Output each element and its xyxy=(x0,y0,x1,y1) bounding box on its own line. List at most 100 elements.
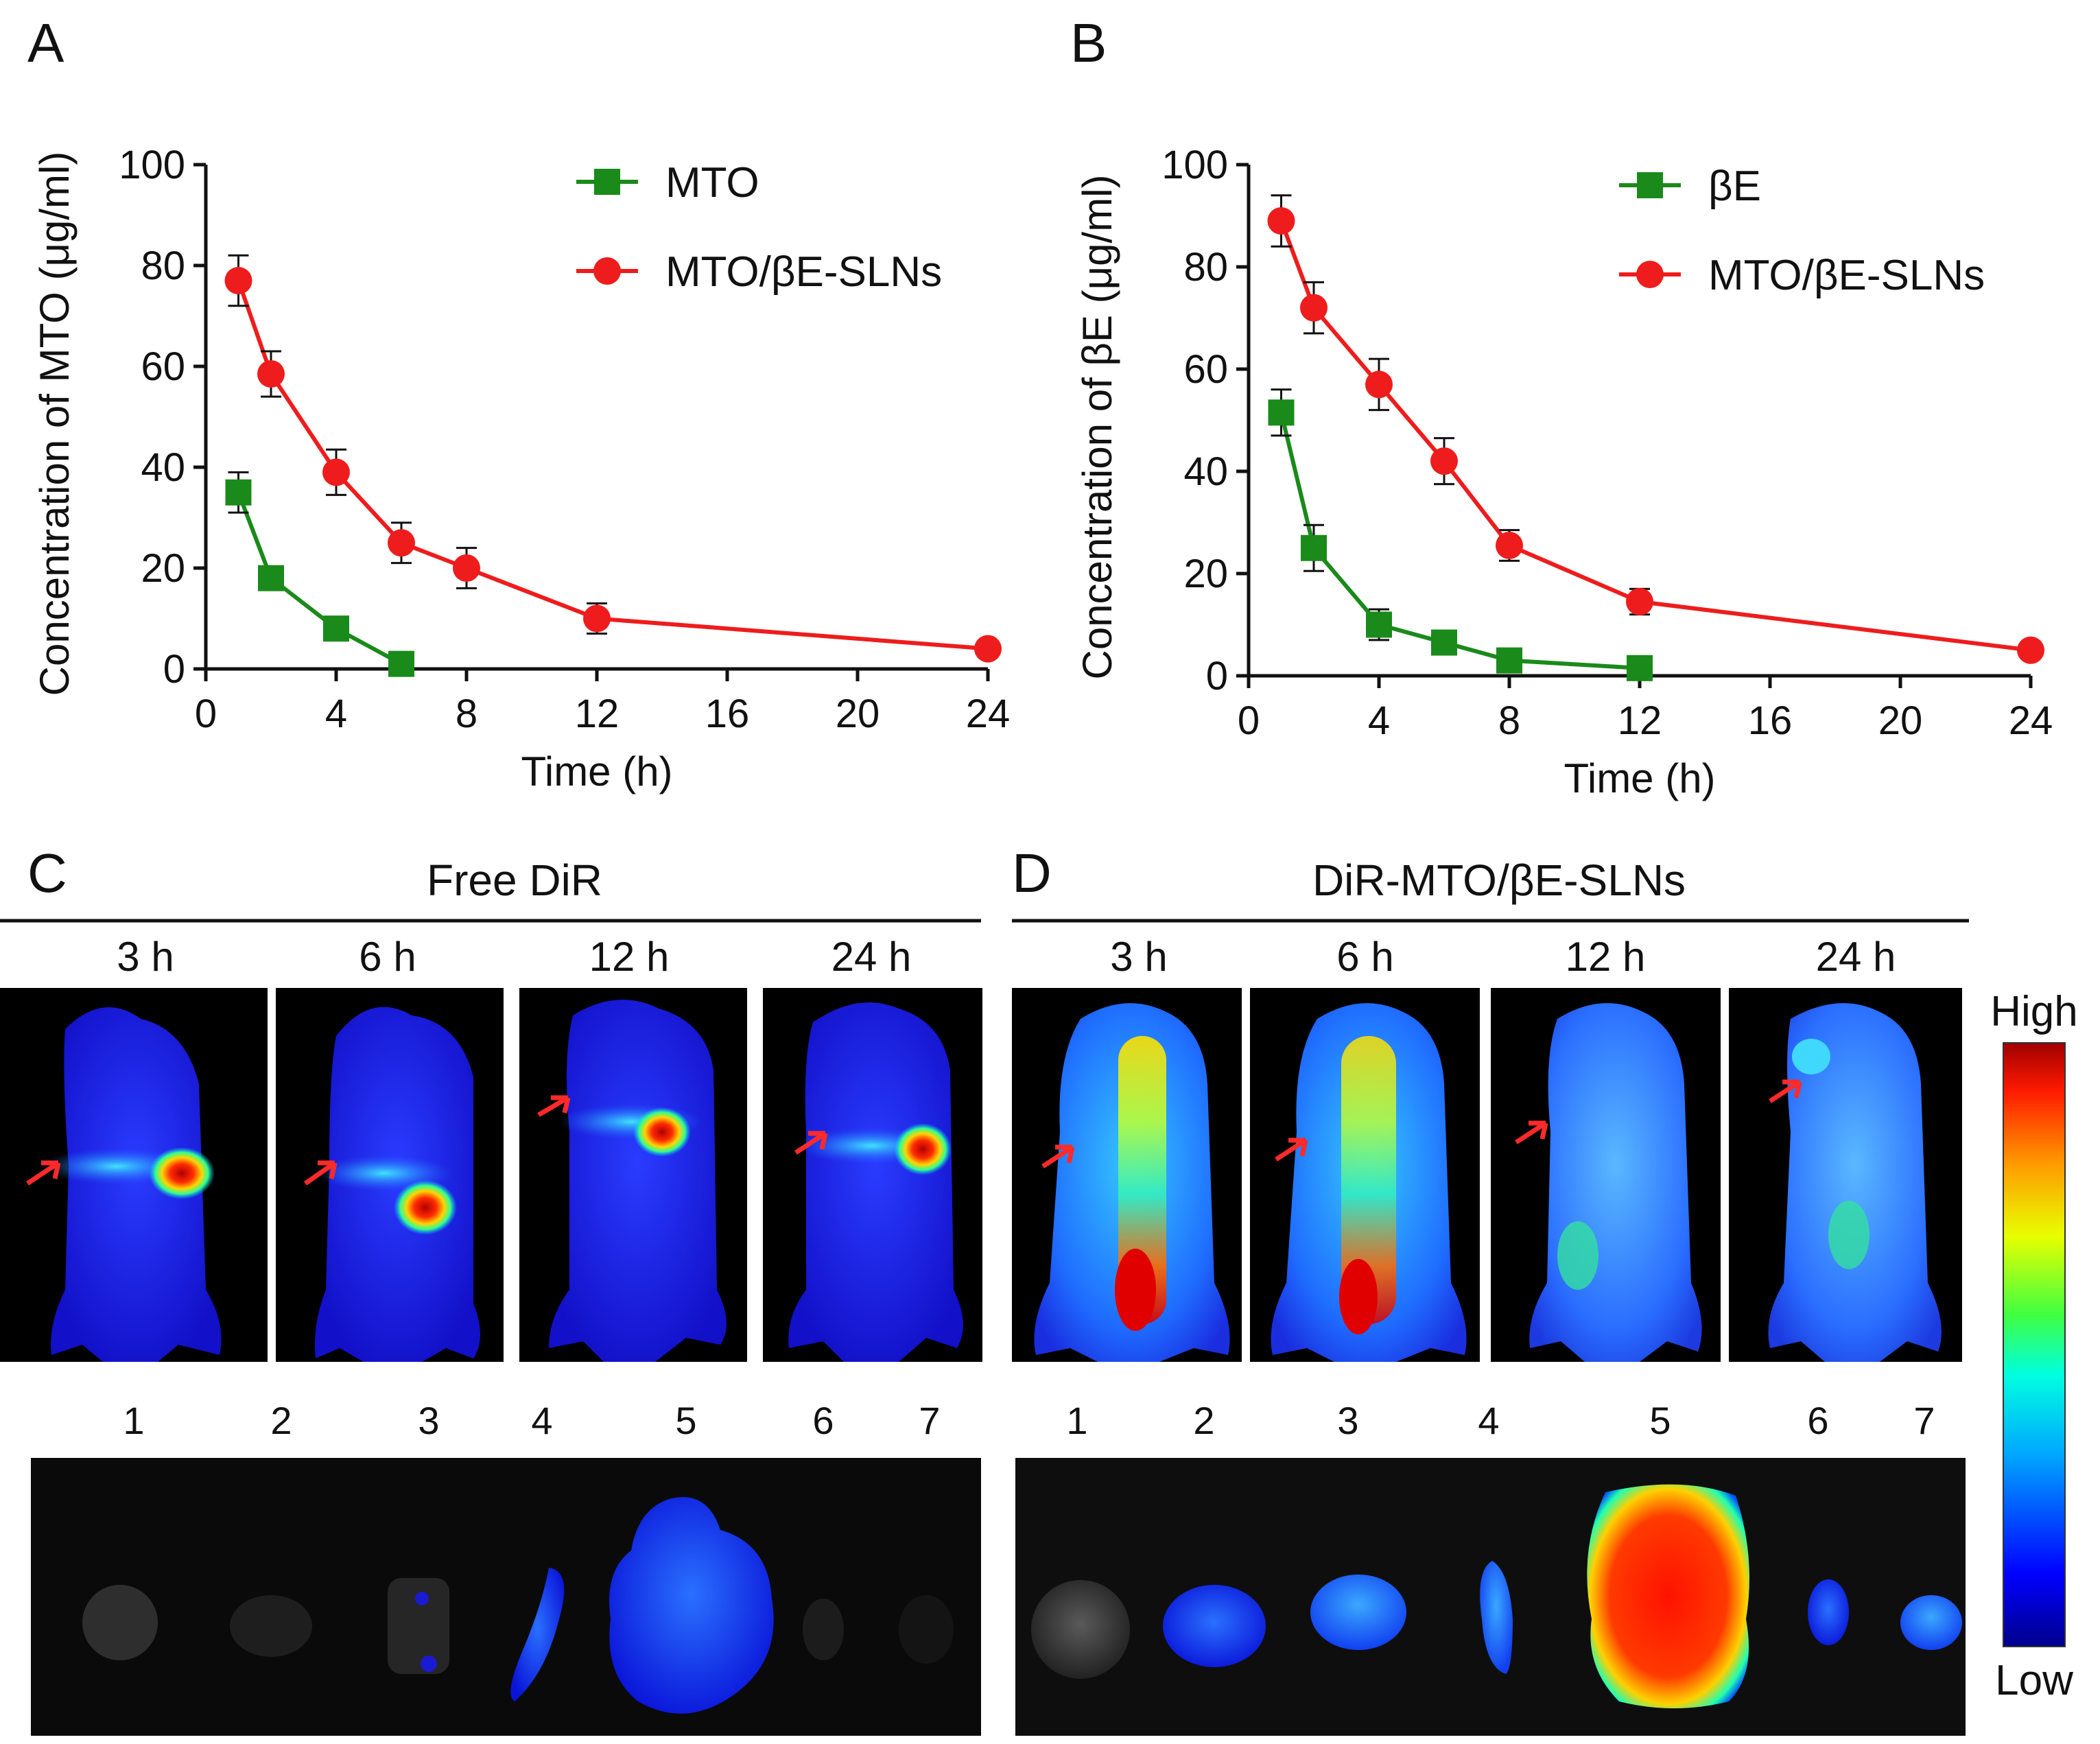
panel-d-time-labels: 3 h 6 h 12 h 24 h xyxy=(1110,934,1896,980)
data-point-square xyxy=(388,650,414,677)
time-label-3h: 3 h xyxy=(117,934,174,980)
colorbar: High Low xyxy=(1990,988,2078,1704)
y-tick-label: 100 xyxy=(119,143,185,187)
y-tick-label: 100 xyxy=(1161,143,1228,187)
data-point-circle xyxy=(224,267,252,295)
panel-label-d: D xyxy=(1012,842,1052,904)
chart-a: 0 20 40 60 80 100 0 4 8 12 16 20 24 Time (h) Concentra… xyxy=(32,143,1010,794)
x-axis-label: Time (h) xyxy=(1564,755,1715,801)
legend-label-0: βE xyxy=(1708,163,1761,210)
data-point-circle xyxy=(1267,207,1295,235)
x-tick-label: 4 xyxy=(325,692,347,736)
data-point-circle xyxy=(453,554,480,582)
legend-marker-circle xyxy=(593,257,621,285)
legend-label-0: MTO xyxy=(665,159,759,207)
data-point-circle xyxy=(1626,587,1653,615)
y-axis-label: Concentration of βE (μg/ml) xyxy=(1074,174,1120,679)
data-point-square xyxy=(1268,399,1295,426)
organ-label-d-3: 3 xyxy=(1337,1399,1358,1442)
organ-labels-c: 1 2 3 4 5 6 7 xyxy=(123,1399,940,1442)
data-point-square xyxy=(1301,534,1327,561)
y-tick-label: 80 xyxy=(141,244,185,288)
organ-label-d-5: 5 xyxy=(1649,1399,1671,1442)
x-tick-label: 0 xyxy=(1238,698,1260,743)
time-label-12h-d: 12 h xyxy=(1566,934,1646,980)
data-point-square xyxy=(1431,629,1457,656)
mouse-image-free-24h xyxy=(763,988,982,1362)
data-point-circle xyxy=(974,635,1002,663)
organ-label-6: 6 xyxy=(812,1399,834,1442)
panel-label-a: A xyxy=(27,12,64,73)
mouse-image-free-12h xyxy=(519,988,747,1362)
y-tick-label: 60 xyxy=(1183,347,1228,392)
data-point-square xyxy=(1496,647,1522,674)
organ-labels-d: 1 2 3 4 5 6 7 xyxy=(1066,1399,1935,1442)
x-tick-label: 24 xyxy=(966,692,1011,736)
y-tick-label: 80 xyxy=(1183,245,1228,290)
y-tick-label: 40 xyxy=(141,445,185,490)
data-point-circle xyxy=(257,360,285,388)
colorbar-high-label: High xyxy=(1990,988,2078,1035)
data-point-circle xyxy=(2017,636,2044,664)
legend-label-1: MTO/βE-SLNs xyxy=(665,248,942,296)
organ-label-d-4: 4 xyxy=(1478,1399,1499,1442)
panel-title-d: DiR-MTO/βE-SLNs xyxy=(1312,856,1686,905)
series-line-0 xyxy=(1279,412,1640,670)
chart-b: 0 20 40 60 80 100 0 4 8 12 16 20 24 Time (h) Concentra… xyxy=(1074,143,2053,801)
time-label-24h-d: 24 h xyxy=(1816,934,1896,980)
organ-image-slns xyxy=(1015,1458,1966,1736)
organ-label-d-7: 7 xyxy=(1913,1399,1935,1442)
time-label-3h-d: 3 h xyxy=(1110,934,1167,980)
organ-label-d-2: 2 xyxy=(1193,1399,1214,1442)
x-tick-label: 20 xyxy=(836,692,880,736)
x-tick-label: 24 xyxy=(2009,698,2053,743)
data-point-square xyxy=(1366,611,1392,638)
x-tick-label: 16 xyxy=(1748,698,1793,743)
organ-image-free xyxy=(31,1458,981,1736)
mouse-image-slns-3h xyxy=(1012,988,1242,1362)
series-line-0 xyxy=(236,491,403,666)
colorbar-gradient xyxy=(2003,1042,2066,1647)
organ-label-4: 4 xyxy=(531,1399,552,1442)
organ-label-d-6: 6 xyxy=(1807,1399,1828,1442)
x-tick-label: 8 xyxy=(456,692,477,736)
legend-label-1: MTO/βE-SLNs xyxy=(1708,252,1985,299)
mouse-image-free-3h xyxy=(0,988,268,1362)
data-point-square xyxy=(258,565,284,591)
series-line-1 xyxy=(236,280,989,651)
time-label-24h: 24 h xyxy=(831,934,912,980)
organ-label-5: 5 xyxy=(675,1399,696,1442)
x-tick-label: 12 xyxy=(1618,698,1662,743)
x-axis-label: Time (h) xyxy=(521,749,672,794)
time-label-6h-d: 6 h xyxy=(1336,934,1393,980)
panel-c-time-labels: 3 h 6 h 12 h 24 h xyxy=(117,934,911,980)
time-label-12h: 12 h xyxy=(589,934,670,980)
organ-label-3: 3 xyxy=(418,1399,439,1442)
y-tick-label: 20 xyxy=(1183,552,1228,596)
panel-title-c: Free DiR xyxy=(427,856,602,905)
x-tick-label: 12 xyxy=(575,692,620,736)
mouse-image-free-6h xyxy=(276,988,504,1362)
panel-b: B 0 20 40 60 80 100 0 4 8 12 16 20 24 Time (h) Concent… xyxy=(1070,12,2053,801)
data-point-square xyxy=(225,479,252,506)
y-tick-label: 20 xyxy=(141,546,185,591)
data-point-circle xyxy=(583,604,611,633)
organ-label-7: 7 xyxy=(919,1399,940,1442)
data-point-circle xyxy=(388,529,415,557)
mouse-image-slns-6h xyxy=(1250,988,1480,1362)
y-axis-label: Concentration of MTO (μg/ml) xyxy=(32,152,78,696)
legend-marker-square xyxy=(594,169,620,195)
x-tick-label: 0 xyxy=(195,692,217,736)
panel-a: A 0 20 40 60 80 100 0 4 8 12 16 20 24 Time (h) Concent… xyxy=(27,12,1010,794)
legend-marker-circle xyxy=(1636,261,1664,288)
mouse-image-slns-12h xyxy=(1491,988,1721,1362)
y-tick-label: 60 xyxy=(141,344,185,389)
y-tick-label: 0 xyxy=(1206,654,1228,698)
data-point-square xyxy=(323,615,349,642)
organ-label-d-1: 1 xyxy=(1066,1399,1087,1442)
x-tick-label: 16 xyxy=(705,692,750,736)
x-tick-label: 4 xyxy=(1368,698,1390,743)
data-point-circle xyxy=(322,458,350,486)
data-point-circle xyxy=(1300,294,1328,322)
